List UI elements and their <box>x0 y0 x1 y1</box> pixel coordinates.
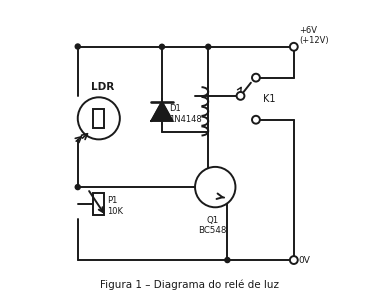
Circle shape <box>160 44 165 49</box>
Circle shape <box>75 44 80 49</box>
Text: Figura 1 – Diagrama do relé de luz: Figura 1 – Diagrama do relé de luz <box>100 280 280 290</box>
Circle shape <box>290 43 298 51</box>
Circle shape <box>206 44 211 49</box>
Bar <box>93 109 104 128</box>
Text: +6V
(+12V): +6V (+12V) <box>299 26 328 45</box>
Circle shape <box>75 185 80 190</box>
Polygon shape <box>151 102 173 121</box>
Circle shape <box>252 116 260 124</box>
Bar <box>93 193 104 215</box>
Circle shape <box>195 167 236 207</box>
Text: Q1
BC548: Q1 BC548 <box>198 216 226 235</box>
Text: K1: K1 <box>263 94 276 104</box>
Circle shape <box>78 97 120 139</box>
Text: LDR: LDR <box>90 82 114 92</box>
Circle shape <box>237 92 244 100</box>
Circle shape <box>225 257 230 263</box>
Circle shape <box>252 74 260 81</box>
Text: 0V: 0V <box>299 256 311 264</box>
Text: D1
1N4148: D1 1N4148 <box>169 104 202 124</box>
Circle shape <box>290 256 298 264</box>
Text: P1
10K: P1 10K <box>107 196 123 216</box>
